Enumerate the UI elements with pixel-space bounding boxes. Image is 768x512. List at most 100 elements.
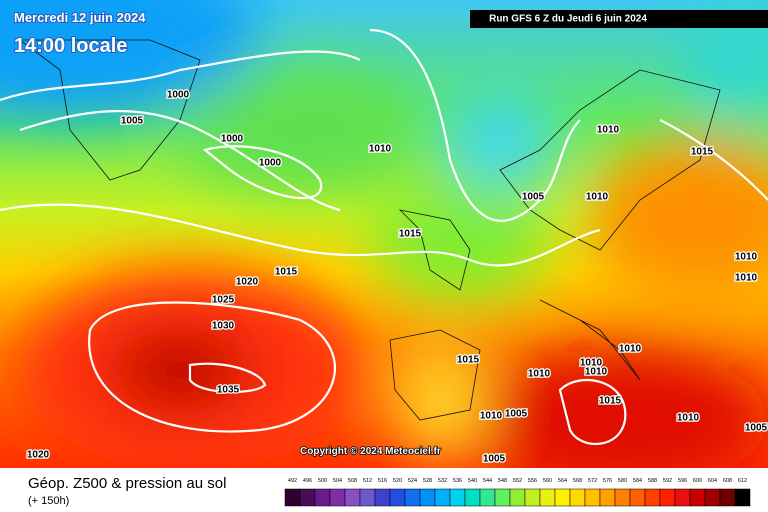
- legend-swatch: [524, 488, 541, 507]
- legend-label: 592: [663, 478, 672, 484]
- isobar-label: 1025: [212, 295, 235, 306]
- legend-label: 544: [483, 478, 492, 484]
- legend-swatch: [374, 488, 391, 507]
- run-info: Run GFS 6 Z du Jeudi 6 juin 2024: [489, 14, 647, 25]
- isobar-label: 1000: [259, 158, 282, 169]
- legend-swatch: [689, 488, 706, 507]
- isobar-label: 1010: [369, 144, 392, 155]
- isobar-label: 1015: [275, 267, 298, 278]
- legend-swatch: [704, 488, 721, 507]
- legend-label: 560: [543, 478, 552, 484]
- legend-label: 604: [708, 478, 717, 484]
- color-legend: 492 496 500 504 508 512 516 520 524 528 532 536 540 5…: [284, 478, 751, 507]
- legend-swatch: [599, 488, 616, 507]
- legend-swatch: [464, 488, 481, 507]
- isobar-label: 1010: [580, 358, 603, 369]
- legend-label: 500: [318, 478, 327, 484]
- legend-swatch: [584, 488, 601, 507]
- run-banner: [470, 10, 768, 28]
- legend-label: 572: [588, 478, 597, 484]
- legend-swatch: [509, 488, 526, 507]
- legend-label: 548: [498, 478, 507, 484]
- legend-label: 516: [378, 478, 387, 484]
- isobar-label: 1010: [528, 369, 551, 380]
- legend-swatch: [629, 488, 646, 507]
- isobar-label: 1005: [483, 454, 506, 465]
- isobar-label: 1015: [457, 355, 480, 366]
- isobar-label: 1005: [522, 192, 545, 203]
- legend-swatch: [389, 488, 406, 507]
- isobar-label: 1035: [217, 385, 240, 396]
- isobar-label: 1010: [735, 273, 758, 284]
- legend-label: 596: [678, 478, 687, 484]
- isobar-label: 1020: [27, 450, 50, 461]
- footer-title: Géop. Z500 & pression au sol: [28, 475, 226, 492]
- legend-label: 532: [438, 478, 447, 484]
- legend-label: 524: [408, 478, 417, 484]
- legend-swatch: [569, 488, 586, 507]
- isobar-label: 1000: [167, 90, 190, 101]
- isobar-label: 1030: [212, 321, 235, 332]
- legend-label: 496: [303, 478, 312, 484]
- legend-swatch: [494, 488, 511, 507]
- isobar-label: 1005: [745, 423, 768, 434]
- legend-swatch: [614, 488, 631, 507]
- isobar-label: 1010: [585, 367, 608, 378]
- legend-swatch: [449, 488, 466, 507]
- forecast-date: Mercredi 12 juin 2024: [14, 10, 146, 25]
- forecast-time: 14:00 locale: [14, 35, 127, 57]
- legend-swatch: [539, 488, 556, 507]
- isobar-label: 1010: [480, 411, 503, 422]
- legend-swatch: [284, 488, 301, 507]
- legend-swatch: [479, 488, 496, 507]
- legend-swatch: [299, 488, 316, 507]
- legend-label: 556: [528, 478, 537, 484]
- legend-label: 528: [423, 478, 432, 484]
- legend-swatch: [674, 488, 691, 507]
- map: [0, 0, 768, 468]
- legend-label: 504: [333, 478, 342, 484]
- isobar-label: 1005: [505, 409, 528, 420]
- legend-label: 612: [738, 478, 747, 484]
- isobar-label: 1000: [221, 134, 244, 145]
- isobar-label: 1010: [619, 344, 642, 355]
- legend-swatch: [659, 488, 676, 507]
- legend-swatch: [344, 488, 361, 507]
- legend-swatch: [734, 488, 751, 507]
- isobar-label: 1005: [121, 116, 144, 127]
- legend-label: 520: [393, 478, 402, 484]
- legend-swatch: [554, 488, 571, 507]
- legend-label: 564: [558, 478, 567, 484]
- isobar-label: 1010: [677, 413, 700, 424]
- legend-swatch: [359, 488, 376, 507]
- legend-swatch: [314, 488, 331, 507]
- legend-swatch: [419, 488, 436, 507]
- isobar-label: 1015: [399, 229, 422, 240]
- legend-label: 540: [468, 478, 477, 484]
- legend-label: 600: [693, 478, 702, 484]
- legend-label: 492: [288, 478, 297, 484]
- legend-swatch: [404, 488, 421, 507]
- legend-label: 568: [573, 478, 582, 484]
- legend-label: 576: [603, 478, 612, 484]
- legend-swatch: [719, 488, 736, 507]
- legend-label: 608: [723, 478, 732, 484]
- legend-label: 580: [618, 478, 627, 484]
- footer-lead: (+ 150h): [28, 495, 69, 507]
- legend-label: 552: [513, 478, 522, 484]
- legend-swatch: [644, 488, 661, 507]
- isobar-label: 1020: [236, 277, 259, 288]
- isobar-label: 1010: [597, 125, 620, 136]
- legend-label: 508: [348, 478, 357, 484]
- legend-label: 512: [363, 478, 372, 484]
- isobar-label: 1010: [586, 192, 609, 203]
- copyright: Copyright © 2024 Meteociel.fr: [300, 446, 441, 457]
- legend-swatch: [434, 488, 451, 507]
- legend-label: 584: [633, 478, 642, 484]
- isobar-label: 1010: [735, 252, 758, 263]
- isobar-label: 1015: [599, 396, 622, 407]
- isobar-label: 1015: [691, 147, 714, 158]
- legend-label: 536: [453, 478, 462, 484]
- legend-swatch: [329, 488, 346, 507]
